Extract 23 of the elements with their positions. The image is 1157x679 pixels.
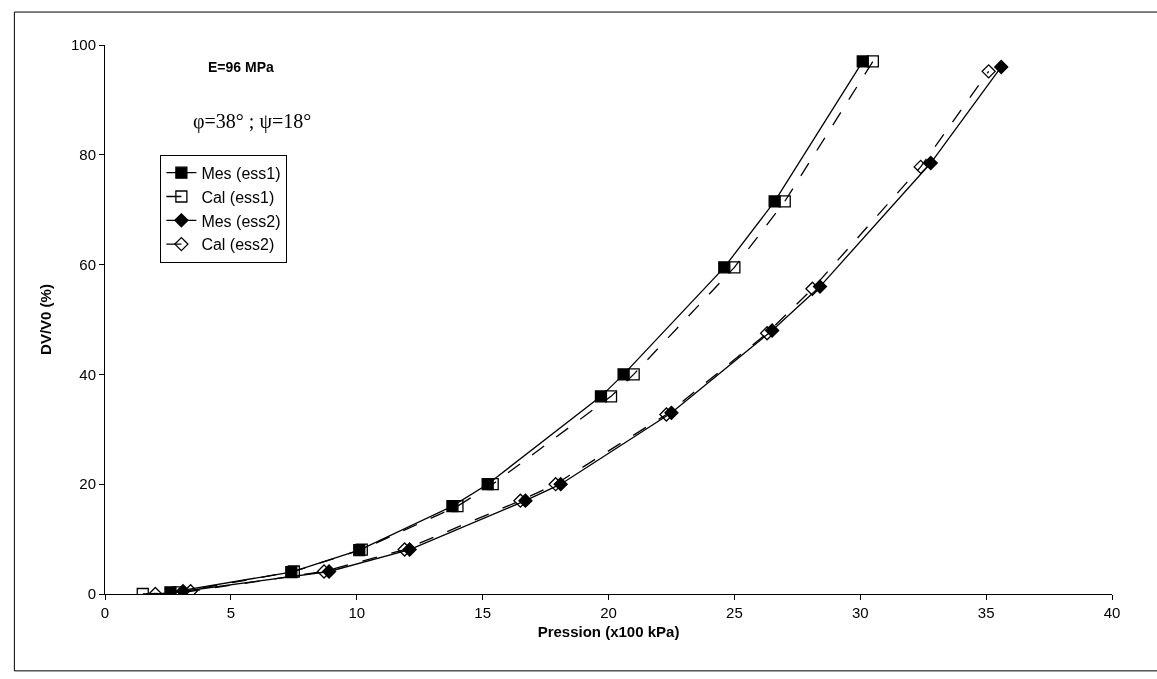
y-tick-label: 0 xyxy=(87,585,96,603)
y-tick-label: 40 xyxy=(79,365,96,383)
x-tick-label: 5 xyxy=(226,604,236,621)
y-axis-title: DV/V0 (%) xyxy=(37,284,55,355)
legend-label: Mes (ess2) xyxy=(201,212,281,230)
x-tick-label: 15 xyxy=(474,604,491,621)
y-tick-label: 20 xyxy=(79,475,96,493)
x-tick-label: 25 xyxy=(726,604,743,621)
legend-label: Cal (ess1) xyxy=(201,188,275,206)
y-tick-label: 80 xyxy=(79,146,96,164)
annotation: φ=38° ; ψ=18° xyxy=(193,110,312,133)
annotation: E=96 MPa xyxy=(208,59,274,75)
legend-label: Cal (ess2) xyxy=(201,236,275,254)
x-tick-label: 20 xyxy=(600,604,617,621)
x-tick-label: 35 xyxy=(977,604,995,621)
x-axis-title: Pression (x100 kPa) xyxy=(537,623,680,640)
legend-label: Mes (ess1) xyxy=(201,164,281,182)
x-tick-label: 40 xyxy=(1103,604,1121,621)
x-tick-label: 10 xyxy=(348,604,366,621)
x-tick-label: 30 xyxy=(851,604,869,621)
y-tick-label: 60 xyxy=(79,255,96,273)
x-tick-label: 0 xyxy=(100,604,110,621)
y-tick-label: 100 xyxy=(70,36,96,54)
